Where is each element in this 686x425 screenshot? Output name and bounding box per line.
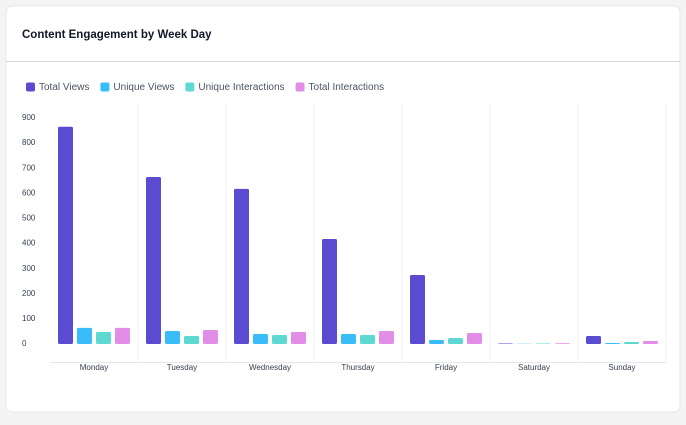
bar (58, 127, 73, 344)
bar (203, 330, 218, 344)
bar (586, 336, 601, 344)
bar (322, 239, 337, 344)
bar (146, 177, 161, 344)
bar (498, 343, 513, 344)
y-tick-label: 600 (22, 188, 36, 197)
y-tick-label: 300 (22, 264, 36, 273)
bar (77, 328, 92, 344)
x-tick-label: Sunday (608, 363, 635, 372)
legend-swatch (296, 83, 305, 92)
bar (467, 333, 482, 344)
bar (115, 328, 130, 344)
x-tick-label: Monday (80, 363, 108, 372)
y-tick-label: 800 (22, 138, 36, 147)
legend-label: Unique Interactions (198, 82, 284, 93)
bar (410, 275, 425, 344)
bar (165, 331, 180, 344)
y-tick-label: 900 (22, 113, 36, 122)
y-tick-label: 100 (22, 314, 36, 323)
legend: Total Views Unique Views Unique Interactio… (26, 82, 384, 93)
x-tick-label: Wednesday (249, 363, 291, 372)
bar (605, 343, 620, 344)
bar (184, 336, 199, 344)
bar (291, 332, 306, 344)
bar (272, 335, 287, 344)
y-tick-label: 700 (22, 163, 36, 172)
x-tick-label: Thursday (341, 363, 374, 372)
bar (341, 334, 356, 344)
bar (234, 189, 249, 344)
bar (253, 334, 268, 344)
bar (96, 332, 111, 344)
bar (536, 343, 551, 344)
bar (429, 340, 444, 344)
chart-title: Content Engagement by Week Day (22, 29, 212, 41)
y-tick-label: 200 (22, 289, 36, 298)
legend-swatch (26, 83, 35, 92)
legend-swatch (185, 83, 194, 92)
legend-label: Unique Views (113, 82, 174, 93)
bar (448, 338, 463, 344)
x-tick-label: Saturday (518, 363, 550, 372)
legend-label: Total Views (39, 82, 89, 93)
bar (643, 341, 658, 344)
y-tick-label: 0 (22, 339, 27, 348)
legend-label: Total Interactions (309, 82, 385, 93)
bar (624, 342, 639, 344)
y-tick-label: 400 (22, 239, 36, 248)
x-tick-label: Friday (435, 363, 457, 372)
y-tick-label: 500 (22, 214, 36, 223)
x-tick-label: Tuesday (167, 363, 197, 372)
bar (379, 331, 394, 344)
bar (360, 335, 375, 344)
legend-swatch (100, 83, 109, 92)
card (6, 6, 680, 412)
bar (555, 343, 570, 344)
